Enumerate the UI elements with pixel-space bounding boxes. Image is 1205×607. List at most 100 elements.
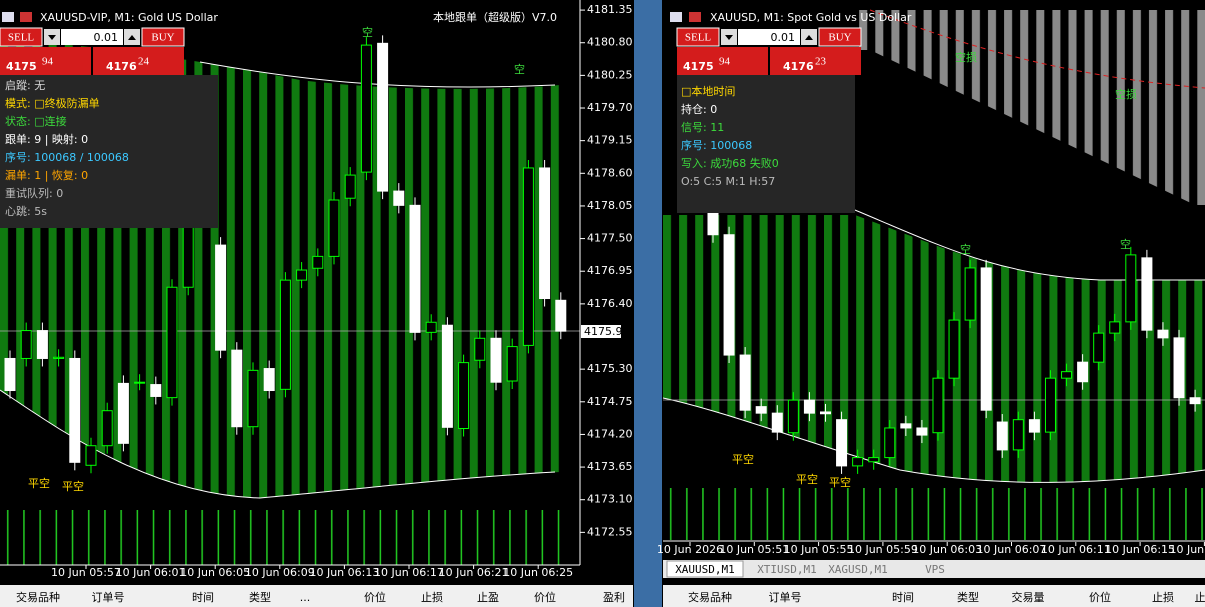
candle-body [836,419,848,467]
candle-body [69,357,81,463]
buy-label[interactable]: BUY [151,32,174,44]
candle-body [458,362,470,429]
window-icon [670,12,682,22]
active-tab[interactable] [666,560,744,578]
ask-box[interactable] [770,47,861,75]
table-header [0,585,633,607]
info-line: 状态: □连接 [5,114,67,128]
candle-body [755,406,767,414]
candle-body [1125,254,1137,323]
candle-body [425,321,437,333]
time-label: 10 Jun 06:11 [1041,543,1111,556]
candle-body [1173,337,1185,399]
time-label: 10 Jun 06:21 [439,566,509,579]
ask-big: 24 [138,56,150,68]
sell-label[interactable]: SELL [8,32,35,44]
column-header[interactable]: ... [300,591,311,604]
volume-bars [663,488,1205,540]
candle-body [932,377,944,434]
candle-body [1012,419,1024,451]
price-label: 4179.15 [587,134,633,147]
signal-mark: 平空 [796,472,818,486]
column-header[interactable]: 类型 [957,590,979,604]
column-header[interactable]: 交易量 [1012,590,1045,604]
price-label: 4176.40 [587,297,633,310]
ask-box[interactable] [93,47,184,75]
tab-label[interactable]: XAUUSD,M1 [675,563,735,576]
column-header[interactable]: 订单号 [92,591,125,604]
time-label: 10 Jun 06:07 [977,543,1047,556]
lot-input[interactable] [61,29,123,45]
price-label: 4173.10 [587,493,633,506]
bid-box[interactable] [677,47,768,75]
time-label: 10 Jun 05:57 [51,566,121,579]
candle-body [1189,397,1201,405]
buy-button[interactable] [141,27,185,47]
arrow [48,35,56,40]
candle-body [1141,257,1153,331]
candle-body [296,269,308,281]
sell-button[interactable] [676,27,720,47]
info-line: O:5 C:5 M:1 H:57 [681,175,775,188]
column-header[interactable]: 止损 [1152,590,1174,604]
column-header[interactable]: 订单号 [769,591,802,604]
column-header[interactable]: 交易品种 [16,590,60,604]
column-header[interactable]: 止盈 [477,591,499,604]
sell-button[interactable] [0,27,43,47]
candle-body [101,410,113,447]
lot-value[interactable]: 0.01 [94,31,119,44]
price-label: 4172.55 [587,525,633,538]
candle-body [819,411,831,415]
window-icon [2,12,14,22]
time-label: 10 Jun 2026 [657,543,723,556]
column-header[interactable]: 价位 [534,590,556,604]
candle-body [474,337,486,361]
column-header[interactable]: 时间 [892,591,914,604]
candle-body [1109,321,1121,334]
column-header[interactable]: 类型 [249,590,271,604]
candle-body [263,368,275,392]
candle-body [522,167,534,346]
candle-body [723,234,735,356]
flag-icon [20,12,32,22]
column-header[interactable]: 止损 [421,590,443,604]
signal-mark: 空 [1120,237,1131,251]
info-line: 持仓: 0 [681,102,717,116]
sell-label[interactable]: SELL [685,32,712,44]
buy-label[interactable]: BUY [828,32,851,44]
column-header[interactable]: 价位 [364,590,386,604]
tab-label[interactable]: XTIUSD,M1 [757,563,817,576]
price-label: 4180.80 [587,36,633,49]
candle-body [150,384,162,397]
tab-label[interactable]: VPS [925,563,945,576]
info-line: 启蹤: 无 [5,79,45,92]
candle-body [539,167,551,300]
price-label: 4178.05 [587,199,633,212]
lot-input[interactable] [738,29,800,45]
info-line: 序号: 100068 / 100068 [5,150,129,164]
info-line: 写入: 成功68 失败0 [681,156,779,170]
price-label: 4174.75 [587,395,633,408]
splitter [634,0,662,607]
buy-button[interactable] [818,27,862,47]
column-header[interactable]: 价位 [1089,590,1111,604]
column-header[interactable]: 盈利 [603,591,625,604]
column-header[interactable]: 交易品种 [688,590,732,604]
lot-value[interactable]: 0.01 [771,31,796,44]
tab-label[interactable]: XAGUSD,M1 [828,563,888,576]
bid-box[interactable] [0,47,91,75]
column-header[interactable]: 止 [1195,591,1205,604]
candle-body [916,427,928,436]
candle-body [1028,419,1040,433]
signal-mark: 空 [960,242,971,256]
column-header[interactable]: 时间 [192,591,214,604]
info-line: 跟单: 9 | 映射: 0 [5,132,88,146]
time-label: 10 Jun 06:01 [116,566,186,579]
candle-body [4,357,16,392]
window-title: XAUUSD-VIP, M1: Gold US Dollar [40,11,218,24]
info-line: 重试队列: 0 [5,186,63,200]
ask-big: 23 [815,56,827,68]
envelope-upper [199,61,556,88]
envelope-upper [854,209,1205,281]
